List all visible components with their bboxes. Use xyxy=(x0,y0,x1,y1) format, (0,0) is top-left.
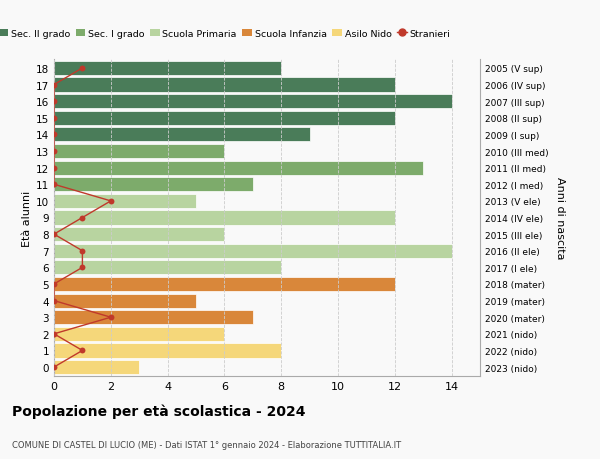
Bar xyxy=(54,128,310,142)
Bar xyxy=(54,95,452,109)
Bar xyxy=(54,327,224,341)
Point xyxy=(106,198,116,205)
Bar xyxy=(54,244,452,258)
Bar xyxy=(54,178,253,192)
Point xyxy=(49,231,59,238)
Point xyxy=(49,82,59,89)
Y-axis label: Anni di nascita: Anni di nascita xyxy=(555,177,565,259)
Point xyxy=(106,314,116,321)
Point xyxy=(49,131,59,139)
Bar xyxy=(54,344,281,358)
Bar xyxy=(54,294,196,308)
Point xyxy=(77,65,87,73)
Point xyxy=(49,115,59,122)
Point xyxy=(49,148,59,155)
Point xyxy=(49,281,59,288)
Bar xyxy=(54,112,395,126)
Bar xyxy=(54,161,423,175)
Bar xyxy=(54,78,395,92)
Point xyxy=(49,297,59,305)
Point xyxy=(77,347,87,354)
Text: Popolazione per età scolastica - 2024: Popolazione per età scolastica - 2024 xyxy=(12,404,305,419)
Point xyxy=(49,181,59,189)
Bar xyxy=(54,228,224,241)
Bar xyxy=(54,62,281,76)
Point xyxy=(77,247,87,255)
Point xyxy=(49,364,59,371)
Text: COMUNE DI CASTEL DI LUCIO (ME) - Dati ISTAT 1° gennaio 2024 - Elaborazione TUTTI: COMUNE DI CASTEL DI LUCIO (ME) - Dati IS… xyxy=(12,441,401,449)
Bar xyxy=(54,211,395,225)
Bar xyxy=(54,261,281,275)
Legend: Sec. II grado, Sec. I grado, Scuola Primaria, Scuola Infanzia, Asilo Nido, Stran: Sec. II grado, Sec. I grado, Scuola Prim… xyxy=(0,29,450,39)
Point xyxy=(49,165,59,172)
Point xyxy=(49,330,59,338)
Bar xyxy=(54,145,224,159)
Point xyxy=(49,98,59,106)
Point xyxy=(77,214,87,222)
Bar xyxy=(54,195,196,208)
Y-axis label: Età alunni: Età alunni xyxy=(22,190,32,246)
Bar xyxy=(54,277,395,291)
Point xyxy=(77,264,87,271)
Bar xyxy=(54,360,139,374)
Bar xyxy=(54,310,253,325)
